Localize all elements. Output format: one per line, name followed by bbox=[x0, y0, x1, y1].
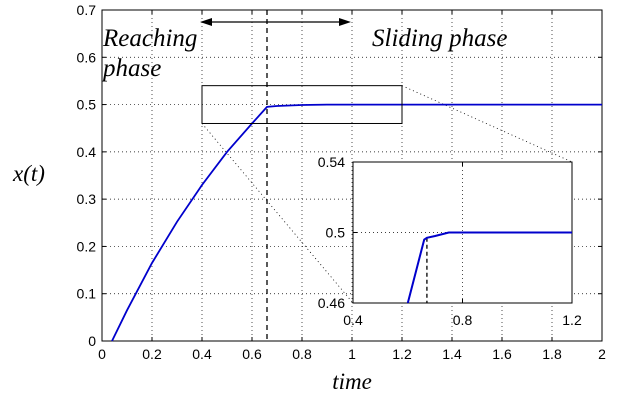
main-x-tick-label: 0.8 bbox=[292, 346, 312, 362]
main-x-tick-label: 1.8 bbox=[542, 346, 562, 362]
main-ticks bbox=[101, 9, 603, 342]
inset-series-line bbox=[406, 231, 572, 304]
inset-x-tick-label: 0.8 bbox=[453, 312, 473, 328]
inset-y-tick-label: 0.54 bbox=[318, 154, 345, 170]
main-x-tick-label: 0 bbox=[98, 346, 106, 362]
inset-tick-labels: 0.4 0.8 1.2 0.46 0.5 0.54 bbox=[318, 154, 582, 328]
main-y-tick-label: 0.1 bbox=[77, 286, 97, 302]
main-y-tick-label: 0.5 bbox=[77, 97, 97, 113]
main-series-line bbox=[111, 103, 602, 342]
reaching-phase-label-line1: Reaching bbox=[102, 25, 197, 52]
main-y-tick-label: 0.6 bbox=[77, 49, 97, 65]
inset-x-tick-label: 0.4 bbox=[343, 312, 363, 328]
main-x-tick-label: 0.6 bbox=[242, 346, 262, 362]
main-x-tick-label: 1.6 bbox=[492, 346, 512, 362]
phase-arrow bbox=[200, 18, 351, 26]
inset-x-tick-label: 1.2 bbox=[562, 312, 582, 328]
main-y-tick-label: 0.2 bbox=[77, 238, 97, 254]
inset-y-tick-label: 0.5 bbox=[326, 225, 346, 241]
reaching-phase-label-line2: phase bbox=[101, 55, 161, 82]
y-axis-label: x(t) bbox=[12, 161, 45, 186]
zoom-connector-right bbox=[401, 85, 573, 163]
main-tick-labels: 0 0.2 0.4 0.6 0.8 1 1.2 1.4 1.6 1.8 2 0 0.1 0.2 0.3 0.4… bbox=[77, 2, 607, 362]
main-x-tick-label: 2 bbox=[598, 346, 606, 362]
inset-grid bbox=[353, 162, 572, 303]
inset-ticks bbox=[352, 161, 573, 304]
main-x-tick-label: 0.4 bbox=[192, 346, 212, 362]
main-y-tick-label: 0.7 bbox=[77, 2, 97, 18]
main-x-tick-label: 1.2 bbox=[392, 346, 412, 362]
sliding-phase-label: Sliding phase bbox=[372, 25, 507, 52]
main-x-tick-label: 1 bbox=[348, 346, 356, 362]
main-x-tick-label: 1.4 bbox=[442, 346, 462, 362]
main-y-tick-label: 0.3 bbox=[77, 191, 97, 207]
inset-y-tick-label: 0.46 bbox=[318, 295, 345, 311]
x-axis-label: time bbox=[332, 369, 372, 394]
main-y-tick-label: 0 bbox=[88, 333, 96, 349]
main-x-tick-label: 0.2 bbox=[142, 346, 162, 362]
main-y-tick-label: 0.4 bbox=[77, 144, 97, 160]
zoom-connector-left bbox=[201, 123, 354, 304]
zoom-region-box bbox=[201, 85, 403, 124]
